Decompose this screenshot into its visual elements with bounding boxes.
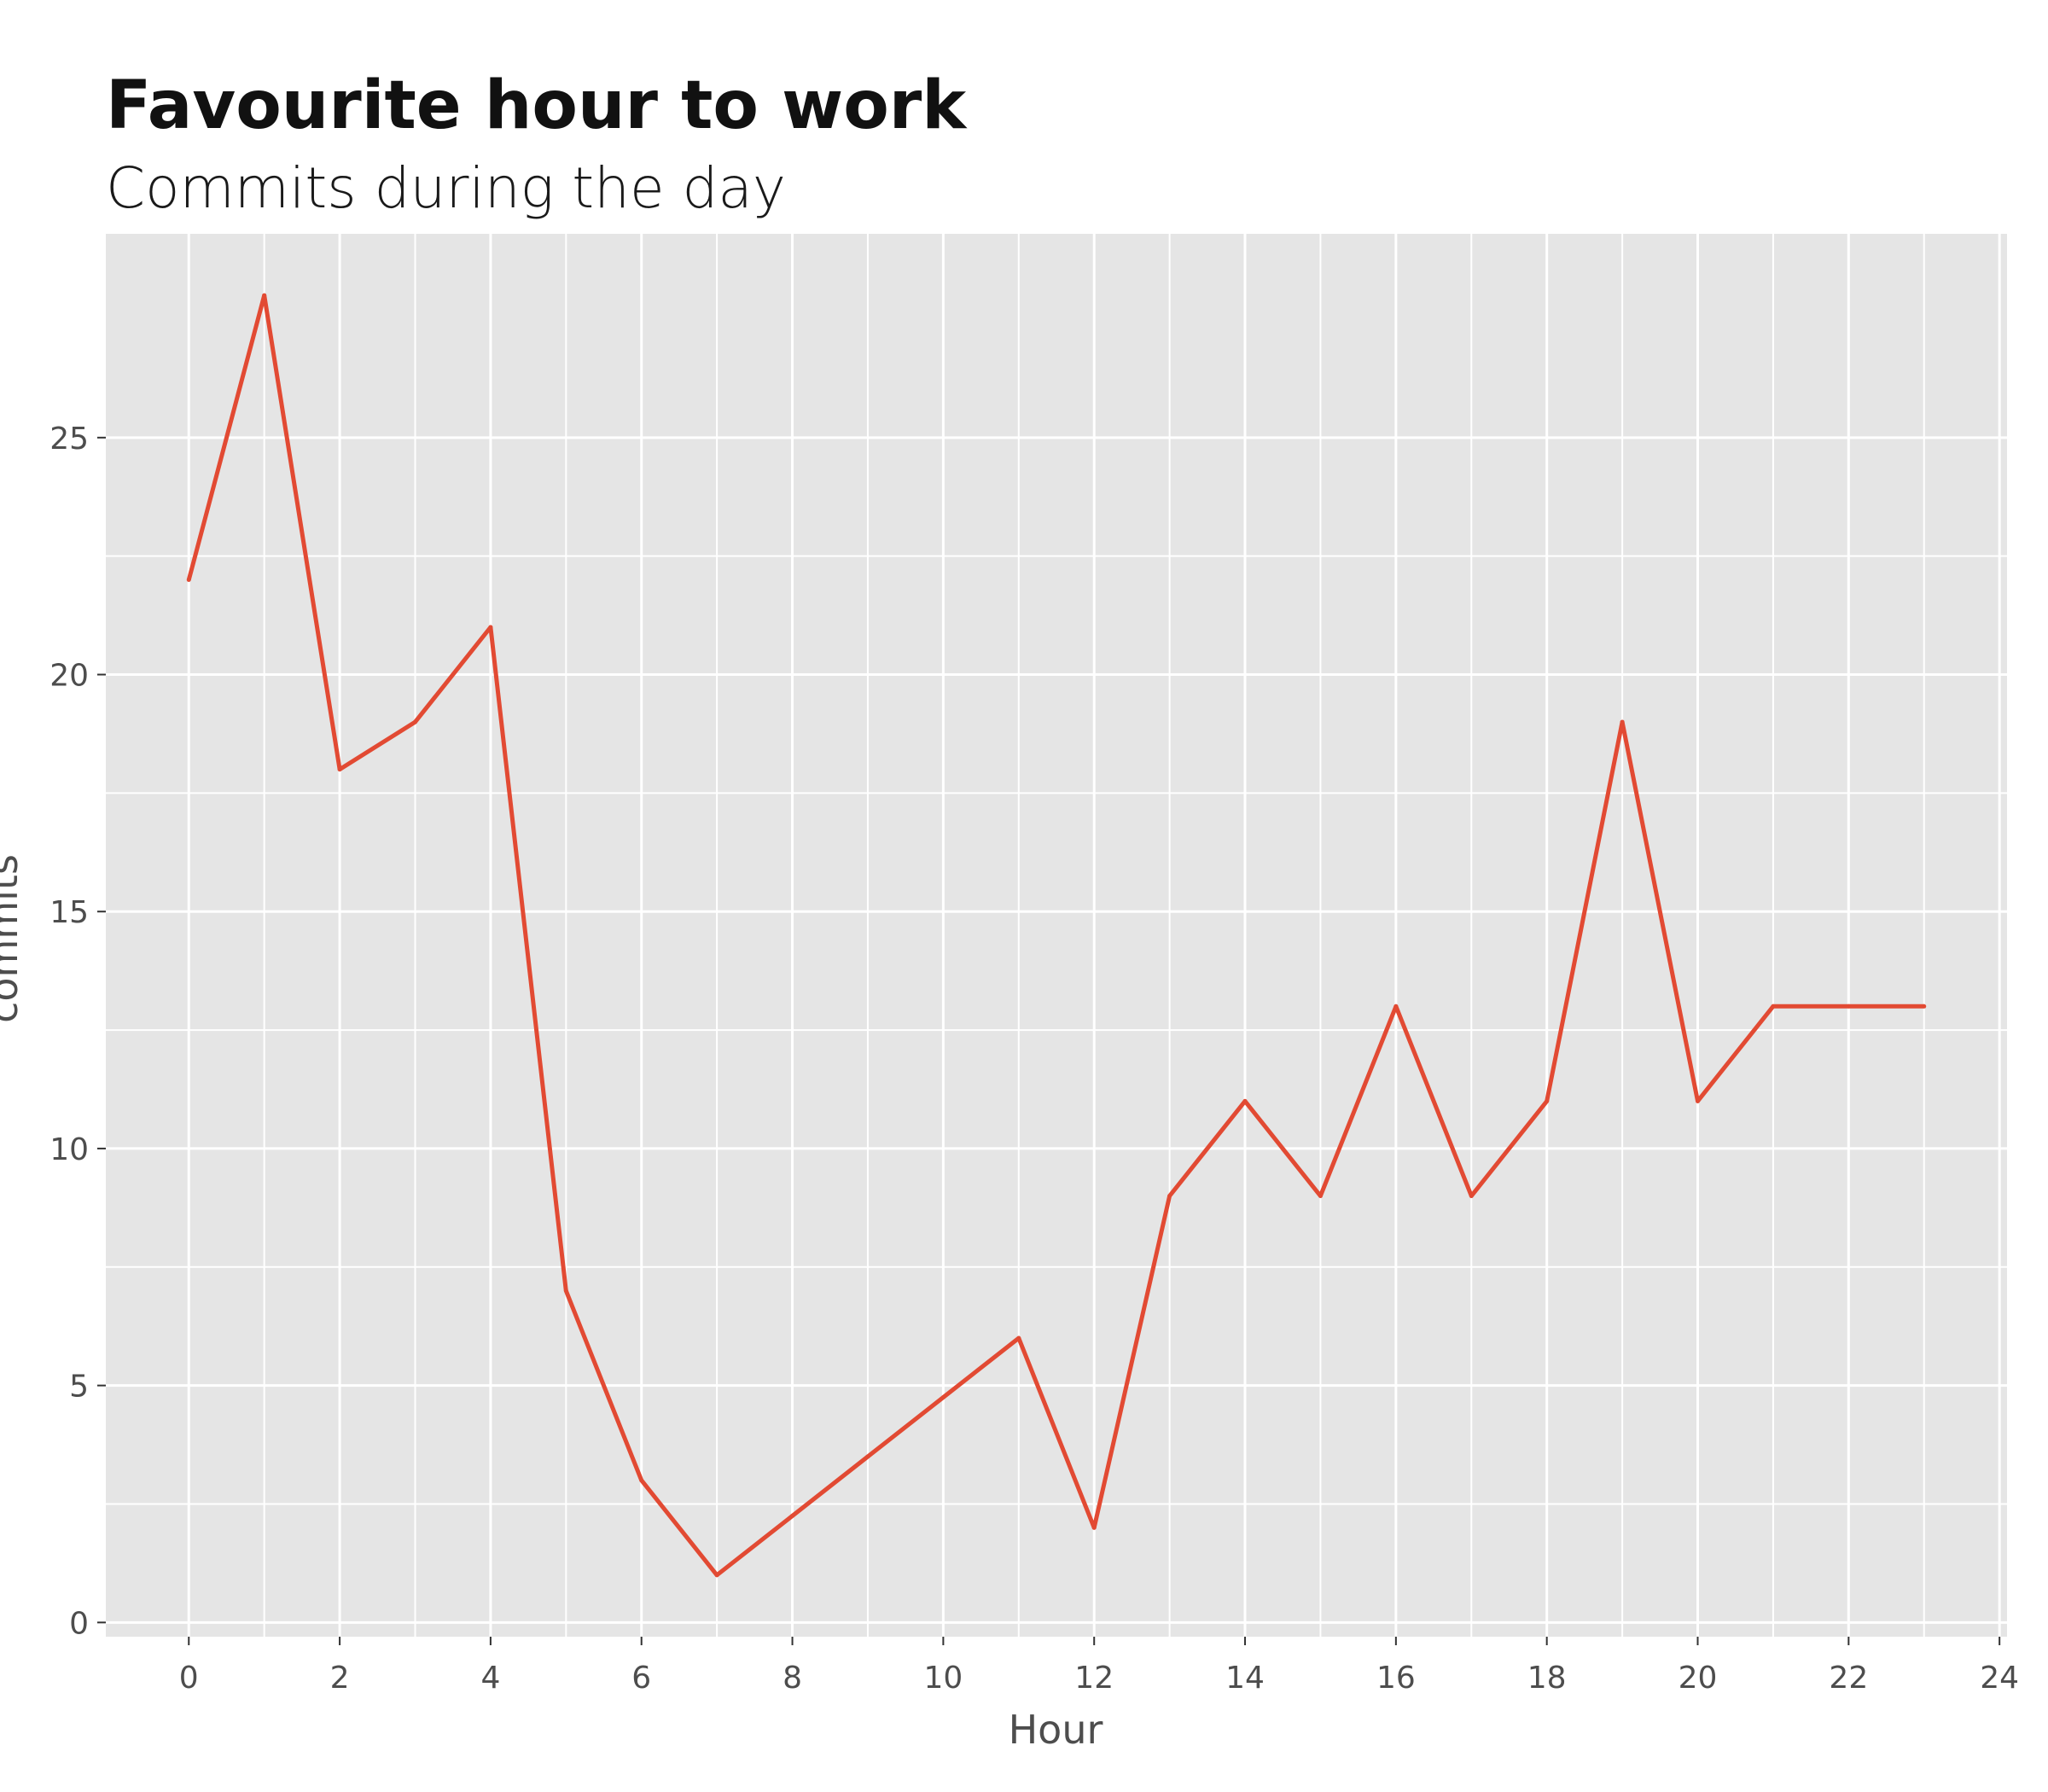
chart-title: Favourite hour to work	[106, 67, 968, 144]
series-line	[186, 293, 1924, 1578]
data-point	[488, 625, 493, 630]
data-point	[262, 293, 267, 298]
data-point	[563, 1289, 568, 1294]
y-tick-label: 0	[69, 1606, 89, 1641]
data-point	[1016, 1335, 1021, 1341]
data-point	[1393, 1004, 1399, 1009]
data-point	[1091, 1525, 1097, 1530]
x-tick-label: 18	[1527, 1661, 1567, 1696]
x-axis-title: Hour	[1009, 1707, 1103, 1753]
data-point	[1545, 1098, 1550, 1103]
x-tick-label: 6	[631, 1661, 651, 1696]
y-axis-title: commits	[0, 854, 26, 1023]
x-tick-label: 14	[1225, 1661, 1265, 1696]
data-point	[790, 1513, 795, 1518]
data-point	[940, 1395, 945, 1400]
data-point	[412, 719, 417, 724]
data-point	[1318, 1193, 1323, 1198]
data-point	[1469, 1193, 1474, 1198]
x-tick-label: 16	[1376, 1661, 1416, 1696]
data-point	[186, 577, 191, 582]
data-point	[865, 1454, 870, 1459]
x-tick-label: 8	[783, 1661, 802, 1696]
data-point	[1620, 719, 1625, 724]
data-point	[337, 767, 342, 772]
chart-subtitle: Commits during the day	[106, 155, 786, 221]
x-tick-label: 10	[923, 1661, 963, 1696]
x-tick-label: 22	[1829, 1661, 1868, 1696]
y-tick-label: 25	[49, 422, 89, 457]
grid-lines	[106, 234, 2007, 1637]
x-tick-label: 12	[1074, 1661, 1114, 1696]
series-layer	[186, 293, 1927, 1578]
plot-panel	[106, 234, 2007, 1637]
y-tick-label: 5	[69, 1370, 89, 1405]
y-tick-label: 20	[49, 659, 89, 694]
data-point	[1771, 1004, 1776, 1009]
data-point	[1696, 1098, 1701, 1103]
data-point	[1846, 1004, 1851, 1009]
x-tick-label: 4	[480, 1661, 500, 1696]
x-tick-label: 0	[179, 1661, 199, 1696]
x-tick-label: 20	[1679, 1661, 1718, 1696]
data-point	[639, 1478, 644, 1483]
y-tick-label: 15	[49, 895, 89, 930]
y-tick-label: 10	[49, 1132, 89, 1167]
x-tick-label: 24	[1980, 1661, 2019, 1696]
x-tick-label: 2	[330, 1661, 350, 1696]
data-point	[1242, 1098, 1248, 1103]
data-point	[714, 1573, 719, 1578]
data-point	[1922, 1004, 1927, 1009]
data-point	[1167, 1193, 1172, 1198]
